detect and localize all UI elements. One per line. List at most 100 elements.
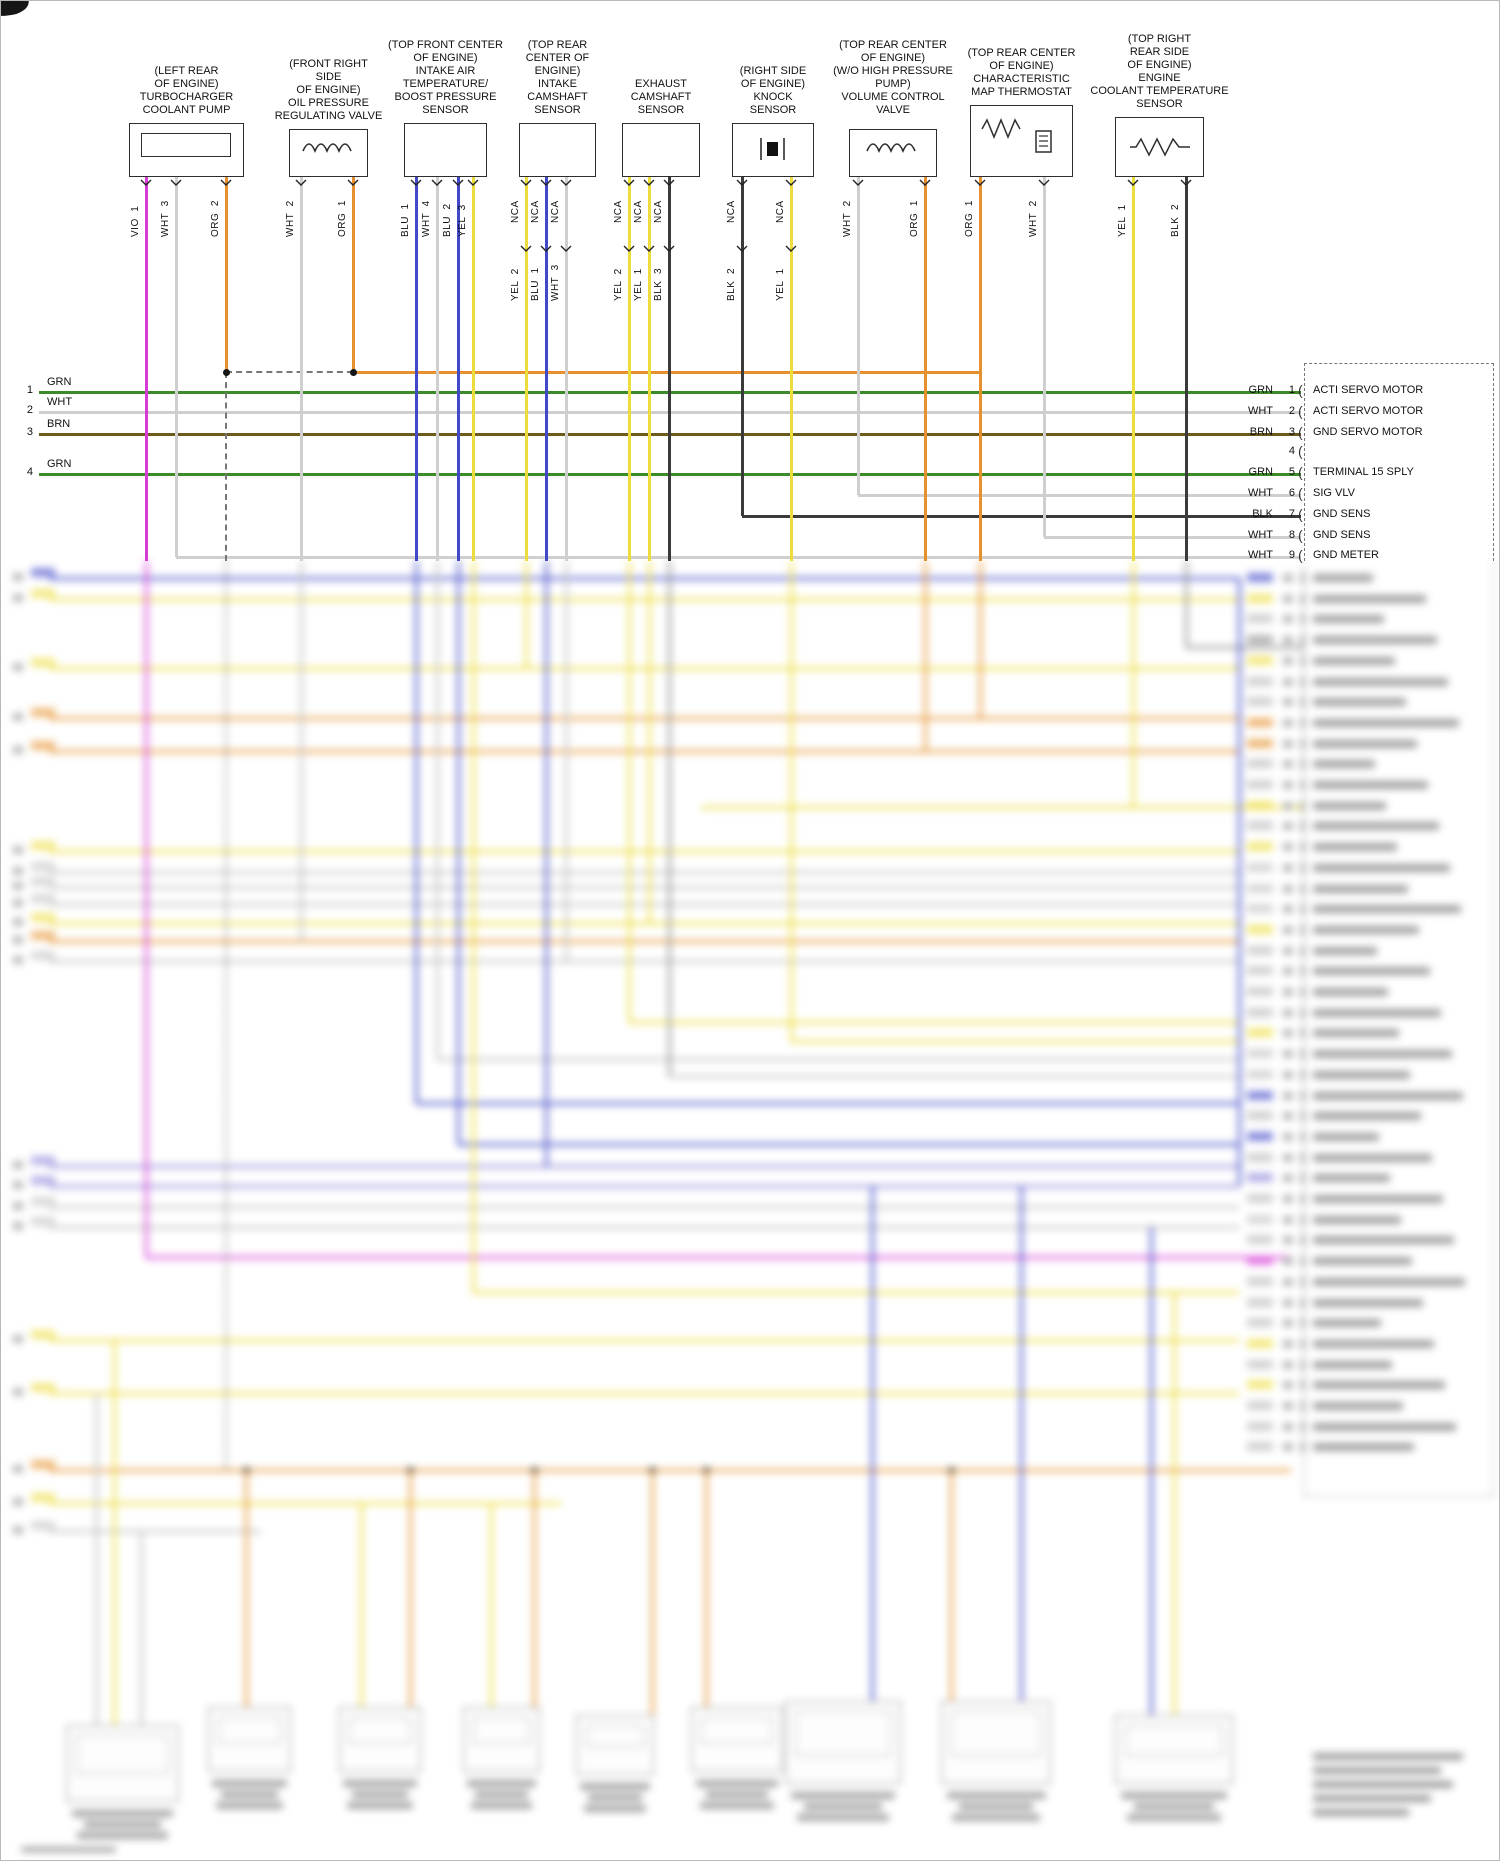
blurred-text-bar [1313,1809,1409,1816]
blurred-wire-h [49,716,1239,720]
connector-wire-color-label: WHT [1247,549,1273,561]
blurred-wire-h [49,1205,1239,1209]
blurred-connector-bracket [1301,1068,1304,1081]
blurred-connector-label [1313,905,1461,914]
wire-v-org [351,177,355,372]
wire-h-wht [176,555,1301,559]
intake-air-temperature-boost-pressure-sensor-label: (TOP FRONT CENTER OF ENGINE) INTAKE AIR TEM… [336,39,556,117]
blurred-wire-color-chip [31,708,55,717]
pin-wire-label: WHT 2 [285,200,296,237]
connector-chevron-icon [623,239,635,252]
connector-bracket: ( [1298,443,1303,459]
connector-chevron-icon [1180,173,1192,186]
blurred-connector-label [1313,1360,1392,1369]
blurred-connector-color-chip [1247,1421,1273,1431]
blurred-connector-color-chip [1247,1235,1273,1245]
blurred-connector-pin [1283,760,1293,769]
pin-stub-label: NCA [613,200,624,223]
wire-v-wht [299,177,303,561]
component-label-line: (TOP REAR CENTER [839,39,947,51]
blurred-component-label [579,1783,651,1790]
connector-chevron-icon [560,173,572,186]
blurred-wire-v [704,1470,708,1707]
blurred-connector-pin [1283,884,1293,893]
ecm-connector-outline-top [1304,363,1494,561]
blurred-connector-bracket [1301,1441,1304,1454]
connector-chevron-icon [1038,173,1050,186]
wire-v-vio [144,177,148,561]
blurred-connector-color-chip [1247,655,1273,665]
exhaust-camshaft-sensor-label: EXHAUST CAMSHAFT SENSOR [551,78,771,117]
characteristic-map-thermostat-box [970,105,1073,177]
blurred-row-number [13,936,23,944]
connector-chevron-icon [736,239,748,252]
blurred-connector-bracket [1301,1400,1304,1412]
engine-coolant-temperature-sensor-label: (TOP RIGHT REAR SIDE OF ENGINE) ENGINE COOLA… [1050,33,1270,111]
blurred-connector-pin [1283,1360,1293,1369]
blurred-connector-label [1313,574,1373,582]
turbocharger-coolant-pump-box [129,123,244,177]
blurred-wire-h [416,1101,1239,1105]
connector-pin-number: 4 [1288,445,1295,457]
blurred-connector-pin [1283,739,1293,748]
pin-stub-label: NCA [510,200,521,223]
component-label-line: BOOST PRESSURE [394,91,497,103]
blurred-connector-label [1313,946,1377,955]
blurred-connector-bracket [1301,1027,1304,1040]
blurred-connector-pin [1283,1050,1293,1059]
pin-wire-label: WHT 2 [842,200,853,237]
blurred-wire-h [49,1184,1239,1188]
blurred-wire-v [489,1503,493,1707]
blurred-connector-label [1313,1132,1379,1141]
blurred-row-number [13,899,23,907]
blurred-component-label [583,1805,647,1812]
blurred-component-label [347,1802,413,1809]
blurred-connector-pin [1283,1008,1293,1017]
blurred-connector-color-chip [1247,904,1273,914]
connector-chevron-icon [1127,173,1139,186]
ecm-connector-outline-bottom [1304,561,1494,1497]
blurred-wire-color-chip [31,1197,55,1206]
blurred-wire-v [139,1531,143,1725]
blurred-connector-color-chip [1247,1256,1273,1266]
blurred-connector-pin [1283,1112,1293,1121]
blurred-connector-label [1313,1174,1390,1183]
connector-chevron-icon [140,173,152,186]
blurred-connector-pin [1283,1277,1293,1286]
connector-bracket: ( [1298,464,1303,480]
blurred-wire-h [458,1142,1239,1146]
blurred-connector-label [1313,801,1386,810]
blurred-connector-color-chip [1247,862,1273,872]
blurred-connector-bracket [1301,1193,1304,1205]
intake-air-temperature-boost-pressure-sensor-box [404,123,487,177]
component-label-line: SENSOR [534,104,581,116]
blurred-connector-color-chip [1247,759,1273,769]
blurred-wire-h [49,576,1239,580]
blurred-wire-color-chip [31,658,55,667]
blurred-wire-h [1186,645,1304,649]
blurred-connector-pin [1283,698,1293,707]
connector-chevron-icon [785,239,797,252]
pin-wire-label: BLK 2 [726,267,737,301]
blurred-connector-bracket [1301,613,1304,626]
left-pin-number: 1 [26,384,33,396]
component-label-line: TEMPERATURE/ [402,78,489,90]
blurred-connector-label [1313,1008,1441,1017]
blurred-connector-color-chip [1247,1173,1273,1183]
blurred-connector-pin [1283,615,1293,624]
blurred-wire-v [627,561,631,1022]
pin-wire-label: WHT 2 [1028,200,1039,237]
blurred-connector-color-chip [1247,1090,1273,1100]
pin-wire-label: ORG 1 [964,200,975,237]
blurred-wire-h [146,1255,1291,1259]
blurred-wire-h [49,666,1239,670]
pin-wire-label: BLU 2 [442,203,453,237]
connector-chevron-icon [919,173,931,186]
blurred-connector-label [1313,1050,1452,1059]
blurred-connector-pin [1283,1153,1293,1162]
blurred-component-box [66,1725,179,1802]
blurred-connector-bracket [1301,696,1304,709]
blurred-row-number [13,1498,23,1506]
blurred-wire-h [473,1290,1239,1294]
blurred-component-label [705,1791,769,1798]
